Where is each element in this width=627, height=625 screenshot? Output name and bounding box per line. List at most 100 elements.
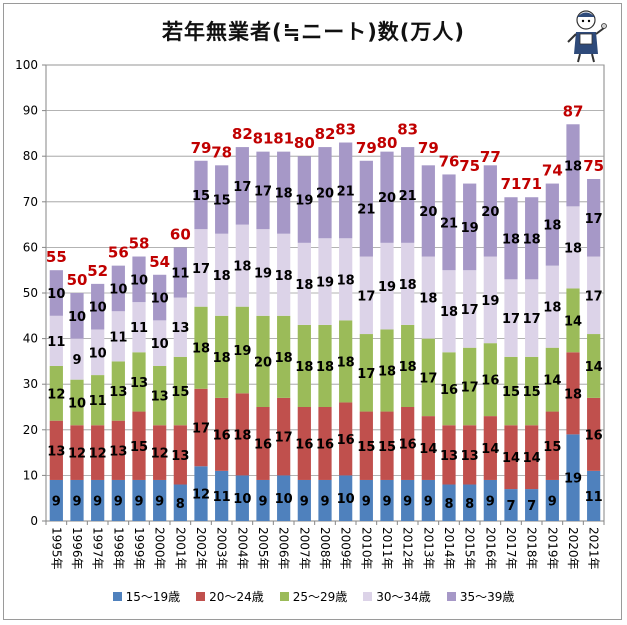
bar-segment — [359, 479, 373, 521]
segment-value-label: 14 — [543, 374, 561, 389]
total-value-label: 52 — [87, 262, 108, 280]
segment-value-label: 8 — [465, 497, 474, 512]
total-value-label: 50 — [67, 271, 88, 289]
segment-value-label: 16 — [213, 428, 231, 443]
bar-segment — [111, 265, 125, 312]
segment-value-label: 7 — [506, 499, 515, 514]
legend-swatch — [363, 592, 373, 601]
bar-segment — [401, 407, 415, 480]
x-tick-label: 2009年 — [339, 527, 353, 570]
total-value-label: 60 — [170, 225, 191, 243]
segment-value-label: 15 — [543, 440, 561, 455]
x-tick-label: 1999年 — [132, 527, 146, 570]
bar-segment — [277, 233, 291, 316]
total-value-label: 80 — [377, 134, 398, 152]
bar-segment — [194, 388, 208, 467]
segment-value-label: 17 — [192, 262, 210, 277]
bar-segment — [235, 306, 249, 394]
bar-segment — [215, 165, 229, 234]
segment-value-label: 18 — [275, 187, 293, 202]
x-tick-label: 2020年 — [566, 527, 580, 570]
bar-segment — [442, 352, 456, 426]
bar-segment — [421, 165, 435, 257]
bar-segment — [421, 338, 435, 417]
bar-segment — [463, 425, 477, 485]
x-tick-label: 2019年 — [545, 527, 559, 570]
bar-segment — [153, 320, 167, 366]
total-value-label: 76 — [439, 152, 460, 170]
total-value-label: 79 — [191, 139, 212, 157]
bar-segment — [173, 297, 187, 357]
bar-segment — [545, 183, 559, 266]
bar-segment — [132, 256, 146, 303]
segment-value-label: 17 — [419, 371, 437, 386]
segment-value-label: 9 — [548, 494, 557, 509]
x-tick-label: 2015年 — [463, 527, 477, 570]
segment-value-label: 14 — [481, 442, 499, 457]
bar-segment — [380, 329, 394, 412]
total-value-label: 56 — [108, 244, 129, 262]
bar-segment — [235, 147, 249, 225]
bar-segment — [339, 475, 353, 521]
bar-segment — [525, 279, 539, 357]
bar-segment — [401, 479, 415, 521]
legend-item: 30〜34歳 — [363, 588, 431, 605]
segment-value-label: 17 — [357, 367, 375, 382]
bar-segment — [91, 375, 105, 426]
bar-segment — [318, 324, 332, 407]
segment-value-label: 11 — [47, 335, 65, 350]
bar-segment — [401, 242, 415, 325]
legend-label: 30〜34歳 — [376, 590, 431, 604]
bar-segment — [587, 256, 601, 335]
bar-segment — [277, 397, 291, 476]
segment-value-label: 13 — [130, 376, 148, 391]
segment-value-label: 9 — [258, 494, 267, 509]
segment-value-label: 9 — [362, 494, 371, 509]
segment-value-label: 11 — [171, 266, 189, 281]
segment-value-label: 17 — [275, 431, 293, 446]
segment-value-label: 10 — [233, 492, 251, 507]
bar-segment — [587, 179, 601, 257]
bar-segment — [235, 393, 249, 476]
segment-value-label: 9 — [486, 494, 495, 509]
total-value-label: 79 — [418, 139, 439, 157]
y-tick-label: 70 — [23, 195, 38, 209]
segment-value-label: 8 — [176, 497, 185, 512]
bar-segment — [194, 229, 208, 307]
bar-segment — [111, 311, 125, 362]
x-tick-label: 1995年 — [49, 527, 63, 570]
bar-segment — [49, 479, 63, 521]
bar-segment — [442, 484, 456, 521]
x-tick-label: 2007年 — [297, 527, 311, 570]
bar-segment — [545, 347, 559, 412]
bar-segment — [525, 356, 539, 426]
segment-value-label: 18 — [316, 360, 334, 375]
bar-segment — [256, 151, 270, 230]
legend-item: 20〜24歳 — [196, 588, 264, 605]
bar-segment — [504, 197, 518, 280]
bar-segment — [566, 206, 580, 289]
segment-value-label: 11 — [213, 490, 231, 505]
bar-segment — [339, 320, 353, 403]
y-tick-label: 10 — [23, 468, 38, 482]
x-tick-label: 2001年 — [173, 527, 187, 570]
x-tick-label: 2012年 — [401, 527, 415, 570]
y-tick-label: 80 — [23, 149, 38, 163]
segment-value-label: 14 — [585, 360, 603, 375]
bar-segment — [421, 416, 435, 480]
bar-segment — [111, 361, 125, 421]
bar-segment — [297, 324, 311, 407]
legend-swatch — [446, 592, 456, 601]
segment-value-label: 10 — [68, 310, 86, 325]
segment-value-label: 19 — [233, 344, 251, 359]
bar-segment — [297, 479, 311, 521]
bar-segment — [297, 156, 311, 243]
bar-segment — [483, 416, 497, 480]
segment-value-label: 17 — [233, 180, 251, 195]
bar-segment — [49, 420, 63, 480]
segment-value-label: 19 — [481, 294, 499, 309]
segment-value-label: 18 — [275, 351, 293, 366]
bar-segment — [318, 238, 332, 325]
segment-value-label: 18 — [213, 351, 231, 366]
bar-segment — [380, 411, 394, 480]
